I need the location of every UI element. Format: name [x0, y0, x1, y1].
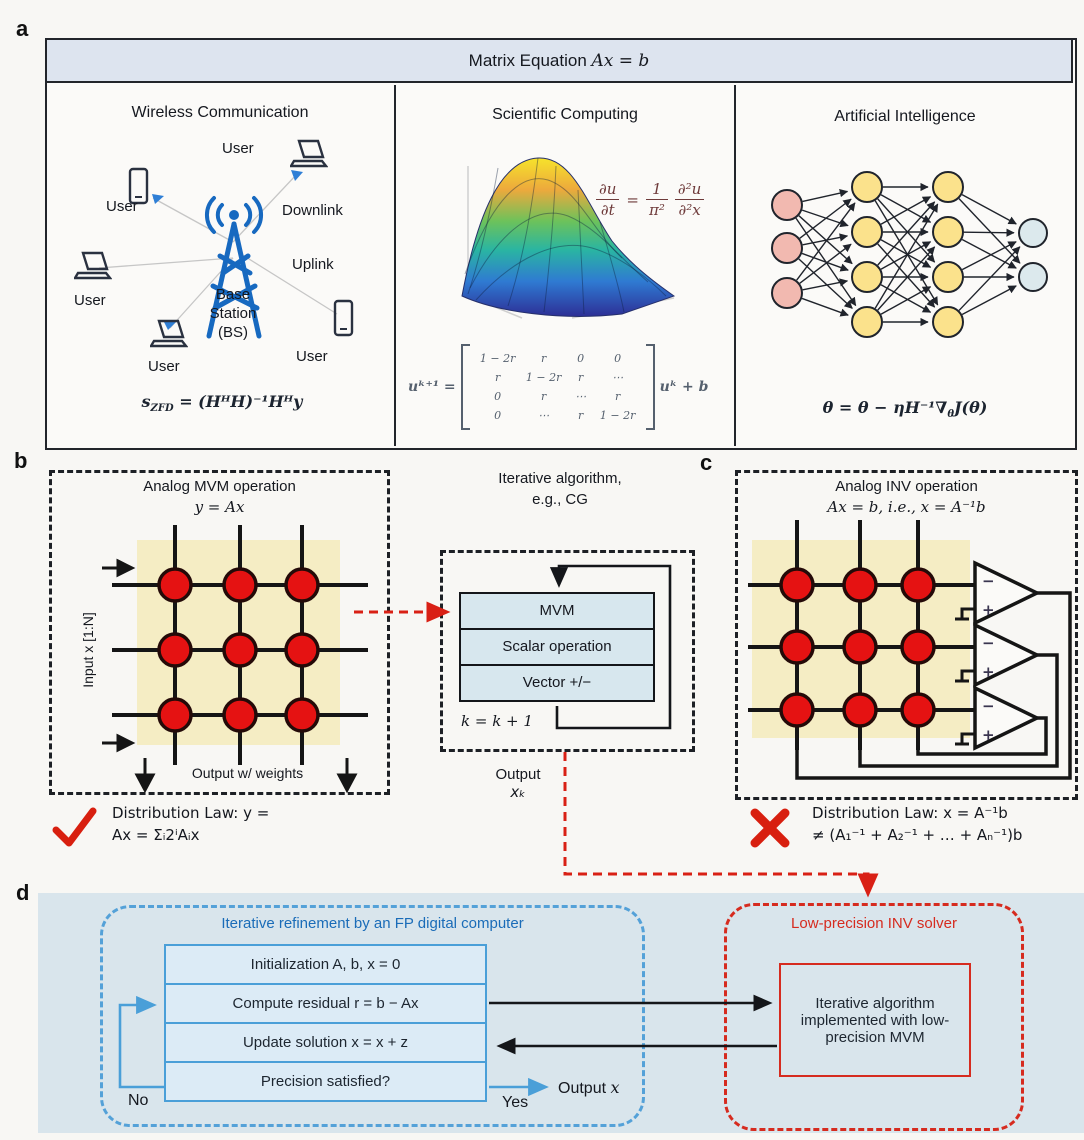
nn-node	[771, 277, 803, 309]
svg-text:+: +	[982, 663, 995, 681]
step-initialization: Initialization A, b, x = 0	[164, 944, 487, 985]
svg-text:+: +	[982, 601, 995, 619]
user-label: User	[74, 292, 106, 309]
wireless-links	[98, 170, 338, 330]
panel-a-header: Matrix Equation Ax = b	[45, 38, 1073, 83]
user-label: User	[222, 140, 254, 157]
bracket-left	[460, 344, 470, 430]
surface-plot	[461, 157, 676, 319]
panel-a-letter: a	[16, 16, 29, 41]
user-label: User	[106, 198, 138, 215]
wireless-title: Wireless Communication	[131, 104, 309, 121]
panel-c-title-math: Ax = b, i.e., x = A⁻¹b	[827, 498, 986, 516]
user-label: User	[148, 358, 180, 375]
phone-icon	[128, 167, 149, 205]
memristor-cell	[779, 567, 936, 728]
column-divider	[394, 85, 396, 446]
column-divider	[734, 85, 736, 446]
header-math: Ax = b	[591, 51, 650, 71]
step-update-solution: Update solution x = x + z	[164, 1022, 487, 1063]
nn-node	[851, 306, 883, 338]
nn-node	[932, 216, 964, 248]
downlink-label: Downlink	[282, 202, 343, 219]
laptop-icon	[290, 139, 328, 168]
final-output-label: Output x	[558, 1078, 620, 1097]
nn-node	[771, 232, 803, 264]
base-station-icon	[204, 196, 264, 339]
output-axis-label: Output w/ weights	[191, 765, 304, 781]
algorithm-stack: MVM Scalar operation Vector +/−	[459, 592, 655, 702]
neural-network	[771, 171, 1048, 338]
zf-detection-formula: sZFD = (HᴴH)⁻¹Hᴴy	[141, 392, 303, 415]
opamp-icon: − + − + − +	[955, 560, 1042, 751]
fp-refinement-title: Iterative refinement by an FP digital co…	[221, 915, 524, 932]
step-precision-check: Precision satisfied?	[164, 1061, 487, 1102]
distribution-law-invalid: Distribution Law: x = A⁻¹b ≠ (A₁⁻¹ + A₂⁻…	[812, 804, 1023, 844]
lp-solver-box: Iterative algorithm implemented with low…	[779, 963, 971, 1077]
user-label: User	[296, 348, 328, 365]
lp-solver-title: Low-precision INV solver	[791, 915, 957, 932]
iteration-counter: k = k + 1	[461, 712, 533, 730]
scalar-operation-box: Scalar operation	[459, 628, 655, 666]
svg-text:−: −	[982, 634, 995, 652]
crossbar-array-inv: − + − + − +	[748, 520, 1072, 780]
laptop-icon	[74, 251, 112, 280]
svg-text:−: −	[982, 697, 995, 715]
step-compute-residual: Compute residual r = b − Ax	[164, 983, 487, 1024]
fp-refinement-frame	[100, 905, 645, 1127]
panel-b-title-math: y = Ax	[194, 498, 245, 516]
svg-text:+: +	[982, 726, 995, 744]
mvm-box: MVM	[459, 592, 655, 630]
newton-update-formula: θ = θ − ηH⁻¹∇θJ(θ)	[822, 398, 988, 421]
memristor-cell	[157, 567, 320, 733]
panel-c-frame	[735, 470, 1078, 800]
yes-label: Yes	[502, 1094, 529, 1111]
output-arrow-icon	[134, 758, 358, 794]
distribution-law-valid: Distribution Law: y = Ax = Σᵢ2ⁱAᵢx	[112, 804, 270, 844]
no-label: No	[128, 1092, 149, 1109]
nn-node	[851, 216, 883, 248]
nn-node	[932, 261, 964, 293]
ground-icon	[955, 607, 975, 746]
algorithm-frame	[440, 550, 695, 752]
panel-c-letter: c	[700, 450, 713, 475]
bracket-right	[645, 344, 655, 430]
ai-title: Artificial Intelligence	[834, 108, 976, 125]
input-axis-label: Input x [1:N]	[80, 612, 96, 688]
algorithm-title2: e.g., CG	[532, 491, 588, 508]
phone-icon	[333, 299, 354, 337]
nn-node	[932, 306, 964, 338]
x-mark-icon	[750, 808, 790, 848]
panel-b-title: Analog MVM operation	[143, 478, 296, 495]
nn-node	[1018, 218, 1048, 248]
panel-c-title: Analog INV operation	[835, 478, 978, 495]
crossbar-array-mvm	[102, 525, 368, 794]
panel-b-letter: b	[14, 448, 28, 473]
link-arrow-icon	[152, 170, 303, 330]
pde-equation: ∂u ∂t = 1 π² ∂²u ∂²x	[596, 180, 705, 219]
header-text: Matrix Equation	[468, 51, 592, 70]
panel-d-letter: d	[16, 880, 30, 905]
vector-op-box: Vector +/−	[459, 664, 655, 702]
algorithm-output-label: Output xₖ	[495, 766, 541, 801]
nn-node	[932, 171, 964, 203]
nn-node	[851, 261, 883, 293]
scientific-title: Scientific Computing	[492, 106, 638, 123]
lp-solver-frame	[724, 903, 1024, 1131]
algorithm-title: Iterative algorithm,	[498, 470, 622, 487]
nn-node	[1018, 262, 1048, 292]
input-arrow-icon	[102, 558, 136, 753]
uplink-label: Uplink	[292, 256, 334, 273]
checkmark-icon	[52, 807, 97, 847]
svg-text:−: −	[982, 572, 995, 590]
nn-node	[851, 171, 883, 203]
nn-node	[771, 189, 803, 221]
panel-b-frame	[49, 470, 390, 795]
fp-steps: Initialization A, b, x = 0 Compute resid…	[164, 944, 487, 1102]
laptop-icon	[150, 319, 188, 348]
base-station-label: Base Station (BS)	[209, 286, 257, 341]
